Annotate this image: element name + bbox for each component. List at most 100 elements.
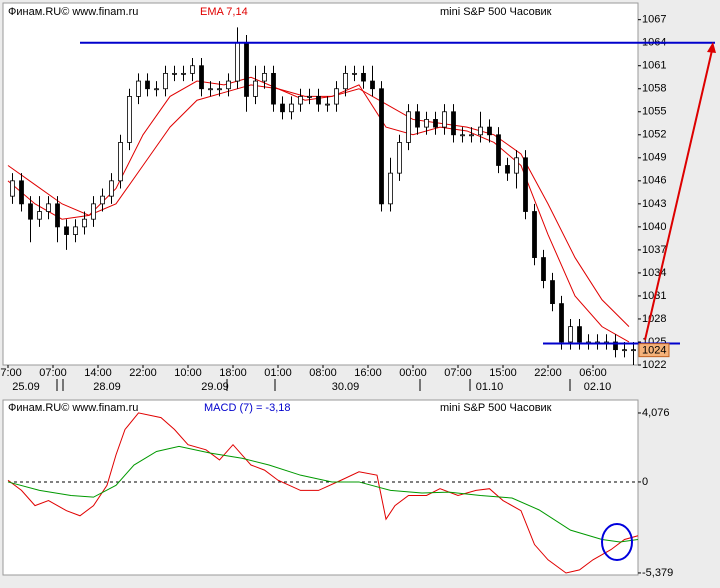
date-separators <box>56 379 571 391</box>
candle-body <box>136 80 141 97</box>
date-label: 28.09 <box>93 381 121 393</box>
candle-body <box>541 257 546 281</box>
x-tick-label: 16:00 <box>354 367 382 379</box>
candle-body <box>388 172 393 205</box>
candle-body <box>262 72 267 82</box>
x-tick-label: 17:00 <box>0 367 22 379</box>
candle-body <box>532 211 537 258</box>
x-tick-label: 15:00 <box>489 367 517 379</box>
candle-body <box>370 80 375 90</box>
candle-body <box>181 72 186 75</box>
candle-body <box>505 165 510 174</box>
y-tick-label: 1043 <box>642 198 666 210</box>
indicator: MACD (7) = -3,18 <box>204 402 291 414</box>
x-tick-label: 08:00 <box>309 367 337 379</box>
y-tick-label: 1067 <box>642 14 666 26</box>
date-label: 30.09 <box>332 381 360 393</box>
y-tick-label: 1040 <box>642 221 666 233</box>
candle-body <box>523 157 528 212</box>
candle-body <box>424 119 429 128</box>
x-tick-label: 14:00 <box>84 367 112 379</box>
candle-body <box>172 72 177 75</box>
candle-body <box>235 42 240 82</box>
candle-body <box>37 211 42 220</box>
candle-body <box>631 349 636 352</box>
line <box>7 445 639 543</box>
x-tick-label: 06:00 <box>579 367 607 379</box>
x-tick-label: 01:00 <box>264 367 292 379</box>
x-tick-label: 07:00 <box>444 367 472 379</box>
candle-body <box>487 126 492 136</box>
candle-body <box>433 119 438 128</box>
candle-body <box>334 88 339 105</box>
candle-body <box>244 42 249 97</box>
candle-body <box>415 111 420 128</box>
y-tick-label: 1052 <box>642 129 666 141</box>
candle-body <box>82 218 87 228</box>
y-tick-label: 1046 <box>642 175 666 187</box>
x-tick-label: 22:00 <box>129 367 157 379</box>
y-tick-label: 1028 <box>642 313 666 325</box>
candle-body <box>397 142 402 174</box>
candle-body <box>280 103 285 113</box>
candle-body <box>55 203 60 228</box>
candle-body <box>199 65 204 90</box>
bottom-plot <box>2 399 639 576</box>
candle-body <box>325 103 330 106</box>
date-label: 29.09 <box>201 381 229 393</box>
candle-body <box>460 134 465 137</box>
candle-body <box>559 303 564 343</box>
y-tick-label: 0 <box>642 476 648 488</box>
candle-body <box>127 96 132 143</box>
date-label: 25.09 <box>12 381 40 393</box>
y-tick-label: -5,379 <box>642 567 673 579</box>
candle-body <box>64 226 69 235</box>
candle-body <box>163 72 168 90</box>
candle-body <box>253 80 258 97</box>
candle-body <box>451 111 456 136</box>
last-price-box <box>638 343 670 358</box>
top-plot <box>2 2 639 366</box>
arrow-head <box>707 42 716 53</box>
y-tick-label: 1049 <box>642 152 666 164</box>
candle-body <box>478 126 483 136</box>
y-tick-label: 1061 <box>642 60 666 72</box>
x-tick-label: 22:00 <box>534 367 562 379</box>
candle-body <box>145 80 150 90</box>
candle-body <box>19 180 24 205</box>
candle-body <box>91 203 96 220</box>
chart-title: mini S&P 500 Часовик <box>440 6 552 18</box>
y-tick-label: 4,076 <box>642 407 670 419</box>
candle-body <box>379 88 384 205</box>
x-tick-label: 00:00 <box>399 367 427 379</box>
candle-body <box>568 326 573 343</box>
candle-body <box>613 341 618 351</box>
date-label: 01.10 <box>476 381 504 393</box>
x-tick-label: 10:00 <box>174 367 202 379</box>
line <box>7 412 639 574</box>
candle-body <box>442 111 447 128</box>
candle-body <box>550 280 555 305</box>
y-tick-label: 1058 <box>642 83 666 95</box>
candle-body <box>496 134 501 166</box>
candle-body <box>271 72 276 105</box>
source: Финам.RU© www.finam.ru <box>8 402 138 414</box>
x-tick-label: 07:00 <box>39 367 67 379</box>
candle-body <box>298 96 303 105</box>
candle-body <box>577 326 582 343</box>
y-tick-label: 1037 <box>642 244 666 256</box>
candle-body <box>109 180 114 197</box>
highlight-circle <box>601 523 633 561</box>
candle-body <box>343 72 348 90</box>
candle-body <box>226 80 231 90</box>
candle-body <box>289 103 294 113</box>
candle-body <box>217 88 222 91</box>
source: Финам.RU© www.finam.ru <box>8 6 138 18</box>
candle-body <box>514 157 519 174</box>
candle-body <box>406 111 411 143</box>
candle-body <box>154 88 159 91</box>
x-tick-label: 18:00 <box>219 367 247 379</box>
candle-body <box>361 72 366 82</box>
indicator: EMA 7,14 <box>200 6 248 18</box>
